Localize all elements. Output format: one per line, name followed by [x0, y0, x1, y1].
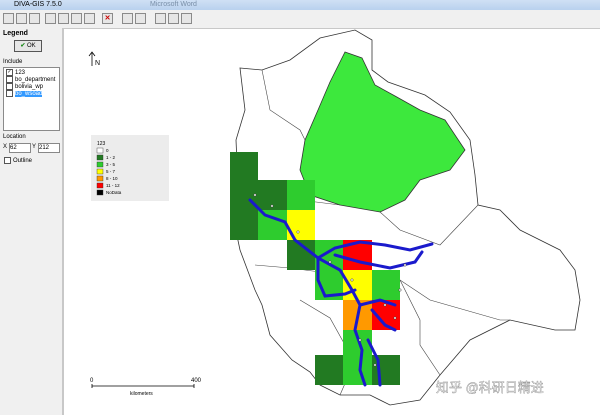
cell — [343, 355, 372, 385]
north-arrow-head — [88, 51, 96, 57]
tool-button[interactable] — [84, 13, 95, 24]
panel-title: Legend — [3, 30, 28, 37]
layer-name: 123 — [15, 70, 26, 77]
tool-button[interactable] — [45, 13, 56, 24]
tool-button[interactable] — [3, 13, 14, 24]
legend-items: 0 1 - 2 3 - 5 5 - 7 8 - 10 11 - 12 NoDat… — [96, 147, 122, 196]
scale-unit: kilometers — [130, 391, 153, 397]
tool-button[interactable] — [29, 13, 40, 24]
map-layers — [230, 29, 581, 406]
tool-button[interactable] — [181, 13, 192, 24]
tool-button[interactable] — [71, 13, 82, 24]
legend-label: 8 - 10 — [106, 176, 118, 181]
sample-points — [253, 193, 407, 367]
tool-button[interactable] — [122, 13, 133, 24]
map-legend — [91, 135, 169, 201]
north-label: N — [95, 60, 100, 67]
scale-end: 400 — [191, 378, 202, 384]
tool-button[interactable] — [168, 13, 179, 24]
layer-name: bo_wsoad — [15, 91, 43, 98]
legend-label: 1 - 2 — [106, 155, 116, 160]
legend-label: 0 — [106, 148, 109, 153]
legend-label: 5 - 7 — [106, 169, 116, 174]
layer-name: bolivia_wp — [15, 84, 44, 91]
map-view: N 123 0 1 - 2 3 - 5 5 - 7 8 - 10 11 - 12… — [88, 29, 581, 406]
tool-button[interactable] — [135, 13, 146, 24]
tool-button[interactable] — [58, 13, 69, 24]
include-label: Include — [3, 59, 23, 65]
layer-name: bo_department — [15, 77, 56, 84]
tool-button[interactable]: ✕ — [102, 13, 113, 24]
ok-label: OK — [27, 43, 36, 49]
y-label: Y — [32, 144, 37, 150]
legend-label: 11 - 12 — [106, 183, 120, 188]
toolbar: ✕ — [0, 10, 600, 29]
title-bar: DIVA-GIS 7.5.0 Microsoft Word — [0, 0, 600, 10]
scale-start: 0 — [90, 378, 94, 384]
layer-item[interactable]: bo_department — [6, 76, 55, 83]
cell — [287, 180, 315, 210]
y-field[interactable]: 212 — [38, 143, 60, 153]
legend-swatch — [96, 175, 104, 182]
tool-button[interactable] — [16, 13, 27, 24]
legend-swatch — [96, 161, 104, 168]
legend-swatch — [96, 168, 104, 175]
outline-checkbox[interactable]: Outline — [4, 157, 32, 164]
background-window-title: Microsoft Word — [150, 1, 197, 8]
layer-list: ✓ 123 bo_department bolivia_wp bo_wsoad — [3, 67, 60, 131]
legend-swatch — [96, 182, 104, 189]
legend-label: 3 - 5 — [106, 162, 116, 167]
cell — [315, 355, 343, 385]
legend-swatch — [96, 147, 104, 154]
window-title: DIVA-GIS 7.5.0 — [14, 1, 62, 8]
ok-button[interactable]: ✔ OK — [14, 40, 42, 52]
location-label: Location — [3, 134, 26, 140]
legend-panel: Legend ✔ OK Include ✓ 123 bo_department b… — [0, 28, 64, 415]
legend-title: 123 — [97, 141, 106, 147]
y-value: 212 — [39, 145, 50, 151]
x-label: X — [3, 144, 8, 150]
layer-item[interactable]: bolivia_wp — [6, 83, 43, 90]
x-value: 62 — [10, 145, 17, 151]
cell — [372, 270, 400, 300]
layer-item[interactable]: bo_wsoad — [6, 90, 43, 98]
legend-swatch — [96, 189, 104, 196]
rivers — [248, 198, 434, 387]
x-field[interactable]: 62 — [9, 143, 31, 153]
cell — [258, 210, 287, 240]
department-beni — [299, 51, 466, 213]
tool-button[interactable] — [155, 13, 166, 24]
legend-swatch — [96, 154, 104, 161]
cell — [230, 152, 258, 240]
outline-label: Outline — [13, 158, 33, 165]
layer-item[interactable]: ✓ 123 — [6, 69, 26, 77]
legend-label: NoData — [106, 190, 122, 195]
watermark: 知乎 @科研日精进 — [436, 380, 544, 395]
